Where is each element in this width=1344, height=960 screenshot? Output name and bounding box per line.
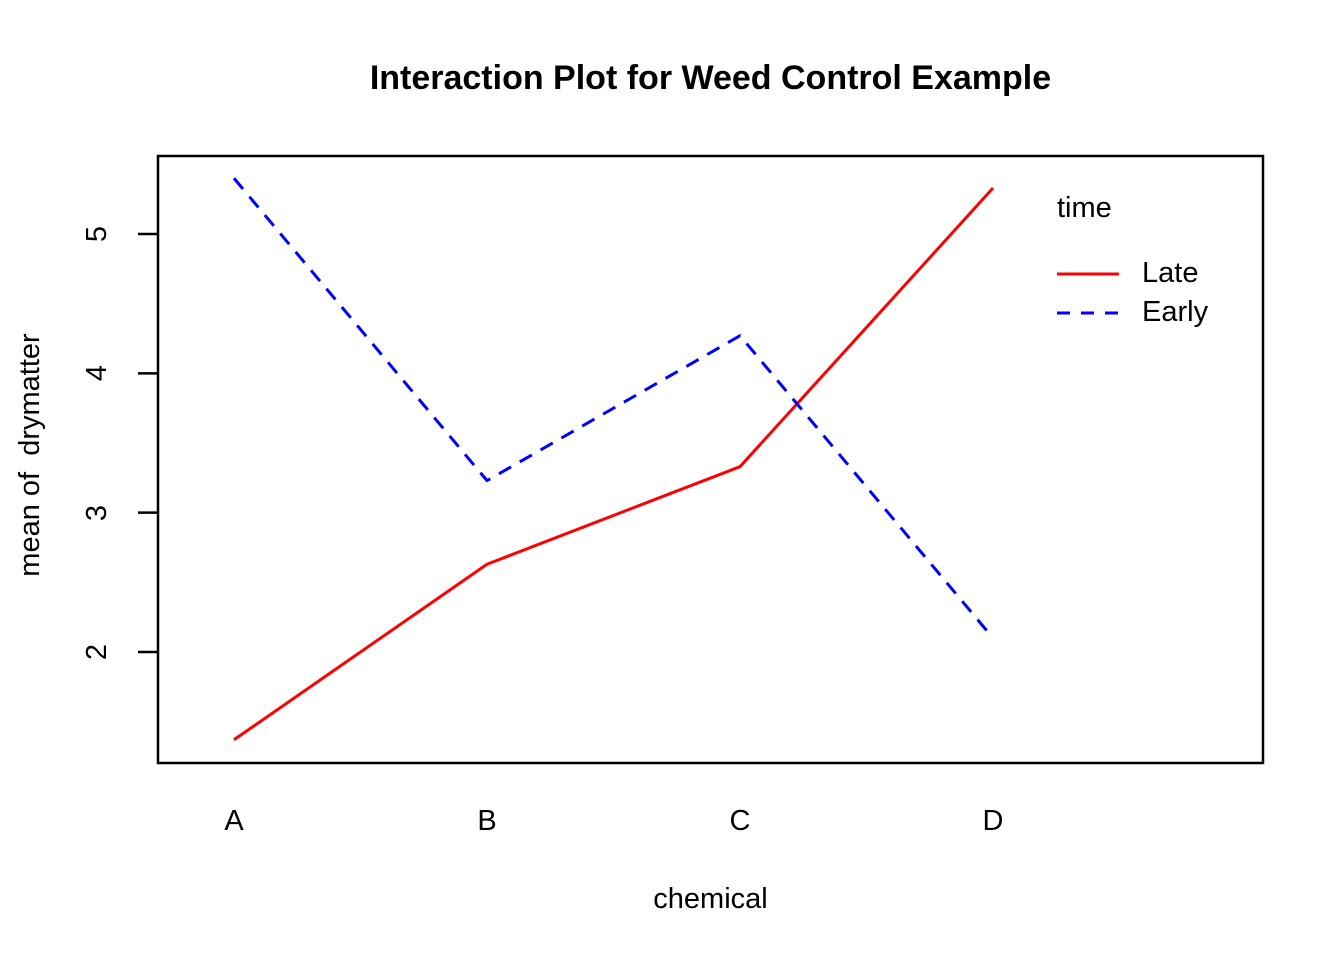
x-tick-label-a: A: [224, 805, 244, 837]
legend-entry-label: Late: [1142, 257, 1199, 289]
y-tick-label-3: 3: [81, 504, 113, 521]
legend: time Late Early: [1057, 193, 1208, 332]
legend-entry-early: Early: [1057, 293, 1208, 332]
y-tick-label-2: 2: [81, 643, 113, 661]
legend-title: time: [1057, 192, 1112, 224]
legend-swatch-solid-line: [1057, 272, 1119, 275]
plot-frame: [156, 154, 1265, 765]
series-line-early: [232, 177, 995, 640]
chart-title: Interaction Plot for Weed Control Exampl…: [369, 59, 1052, 97]
y-tick-label-4: 4: [81, 365, 113, 382]
y-tick-label-5: 5: [81, 225, 113, 243]
x-tick-label-b: B: [477, 805, 497, 837]
legend-entry-label: Early: [1142, 296, 1209, 328]
x-tick-label-c: C: [729, 805, 751, 837]
x-tick-label-d: D: [982, 805, 1004, 837]
x-axis-label: chemical: [653, 883, 768, 915]
series-line-late: [233, 187, 995, 742]
legend-entries: Late Early: [1057, 254, 1208, 332]
legend-entry-late: Late: [1057, 254, 1208, 293]
legend-swatch-dashed-line: [1057, 311, 1119, 314]
y-axis-label: mean of drymatter: [14, 333, 46, 577]
